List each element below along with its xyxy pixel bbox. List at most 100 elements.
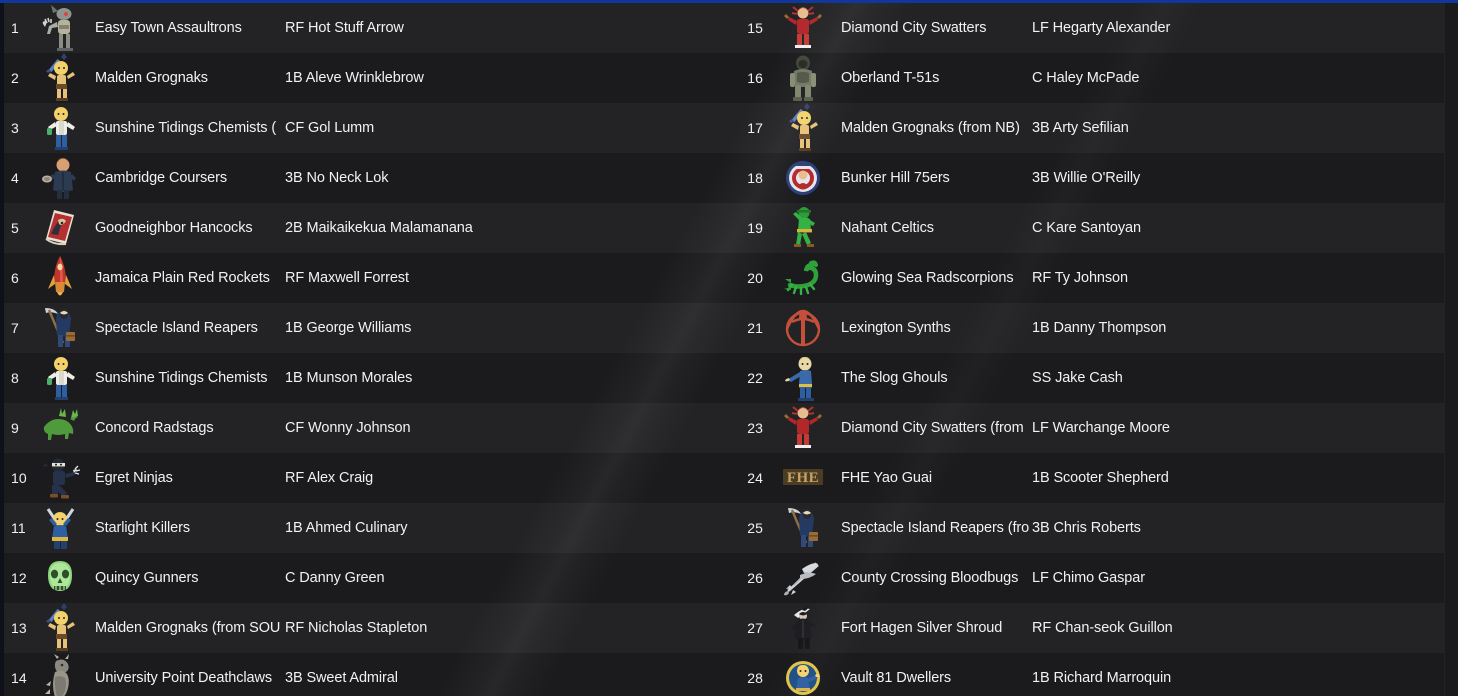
draft-pick-row[interactable]: 15 Diamond City Swatters LF Hegarty Alexa… <box>729 3 1458 53</box>
draft-pick-row[interactable]: 24 FHE FHE Yao Guai 1B Scooter Shepherd <box>729 453 1458 503</box>
player-name[interactable]: 1B Munson Morales <box>285 370 413 386</box>
player-name[interactable]: 3B Willie O'Reilly <box>1032 170 1141 186</box>
draft-pick-row[interactable]: 23 Diamond City Swatters (from LF Warchan… <box>729 403 1458 453</box>
team-name[interactable]: Malden Grognaks <box>95 70 208 86</box>
player-name[interactable]: RF Hot Stuff Arrow <box>285 20 404 36</box>
player-name[interactable]: 3B Arty Sefilian <box>1032 120 1129 136</box>
draft-pick-row[interactable]: 22 The Slog Ghouls SS Jake Cash <box>729 353 1458 403</box>
player-name[interactable]: RF Nicholas Stapleton <box>285 620 428 636</box>
player-name[interactable]: LF Chimo Gaspar <box>1032 570 1145 586</box>
team-name[interactable]: Spectacle Island Reapers (fro <box>841 520 1030 536</box>
player-name[interactable]: 1B Richard Marroquin <box>1032 670 1172 686</box>
team-name[interactable]: Spectacle Island Reapers <box>95 320 258 336</box>
player-name[interactable]: C Danny Green <box>285 570 385 586</box>
team-name[interactable]: County Crossing Bloodbugs <box>841 570 1019 586</box>
draft-pick-row[interactable]: 18 Bunker Hill 75ers 3B Willie O'Reilly <box>729 153 1458 203</box>
team-name[interactable]: Diamond City Swatters (from <box>841 420 1024 436</box>
team-name[interactable]: The Slog Ghouls <box>841 370 948 386</box>
player-name[interactable]: 1B Ahmed Culinary <box>285 520 408 536</box>
draft-pick-row[interactable]: 10 Egret Ninjas RF Alex Craig <box>0 453 729 503</box>
draft-pick-row[interactable]: 25 Spectacle Island Reapers (fro 3B Chris… <box>729 503 1458 553</box>
draft-pick-row[interactable]: 12 Quincy Gunners C Danny Green <box>0 553 729 603</box>
player-name[interactable]: CF Gol Lumm <box>285 120 375 136</box>
draft-pick-row[interactable]: 16 Oberland T-51s C Haley McPade <box>729 53 1458 103</box>
radstag-deer-icon <box>30 403 90 453</box>
player-name[interactable]: RF Ty Johnson <box>1032 270 1128 286</box>
player-name[interactable]: C Haley McPade <box>1032 70 1140 86</box>
draft-pick-row[interactable]: 19 Nahant Celtics C Kare Santoyan <box>729 203 1458 253</box>
draft-pick-row[interactable]: 1 Easy Town Assaultrons RF Hot Stuff Arro… <box>0 3 729 53</box>
team-name[interactable]: Diamond City Swatters <box>841 20 987 36</box>
svg-text:FHE: FHE <box>787 470 819 486</box>
team-name[interactable]: Cambridge Coursers <box>95 170 227 186</box>
team-name[interactable]: Goodneighbor Hancocks <box>95 220 253 236</box>
draft-pick-row[interactable]: 9 Concord Radstags CF Wonny Johnson <box>0 403 729 453</box>
draft-pick-row[interactable]: 13 Malden Grognaks (from SOU RF Nicholas … <box>0 603 729 653</box>
draft-pick-row[interactable]: 8 Sunshine Tidings Chemists 1B Munson Mor… <box>0 353 729 403</box>
power-armor-t51-icon <box>771 53 835 103</box>
player-name[interactable]: 1B George Williams <box>285 320 412 336</box>
team-name[interactable]: Jamaica Plain Red Rockets <box>95 270 270 286</box>
pick-number: 4 <box>11 170 19 186</box>
draft-pick-row[interactable]: 3 Sunshine Tidings Chemists (CF Gol Lumm <box>0 103 729 153</box>
player-name[interactable]: LF Warchange Moore <box>1032 420 1170 436</box>
team-name[interactable]: Easy Town Assaultrons <box>95 20 242 36</box>
team-name[interactable]: Nahant Celtics <box>841 220 934 236</box>
team-name[interactable]: Fort Hagen Silver Shroud <box>841 620 1003 636</box>
draft-pick-row[interactable]: 7 Spectacle Island Reapers 1B George Will… <box>0 303 729 353</box>
team-name[interactable]: FHE Yao Guai <box>841 470 932 486</box>
draft-pick-row[interactable]: 21 Lexington Synths 1B Danny Thompson <box>729 303 1458 353</box>
player-name[interactable]: CF Wonny Johnson <box>285 420 411 436</box>
draft-pick-row[interactable]: 5 Goodneighbor Hancocks 2B Maikaikekua Ma… <box>0 203 729 253</box>
player-name[interactable]: LF Hegarty Alexander <box>1032 20 1171 36</box>
player-name[interactable]: RF Chan-seok Guillon <box>1032 620 1173 636</box>
player-name[interactable]: C Kare Santoyan <box>1032 220 1141 236</box>
left-edge-border <box>0 3 4 696</box>
draft-pick-row[interactable]: 14 University Point Deathclaws 3B Sweet A… <box>0 653 729 696</box>
draft-pick-row[interactable]: 2 Malden Grognaks 1B Aleve Wrinklebrow <box>0 53 729 103</box>
player-name[interactable]: 3B Chris Roberts <box>1032 520 1141 536</box>
player-name[interactable]: 3B Sweet Admiral <box>285 670 398 686</box>
player-name[interactable]: SS Jake Cash <box>1032 370 1123 386</box>
team-name[interactable]: Vault 81 Dwellers <box>841 670 952 686</box>
right-column: 15 Diamond City Swatters LF Hegarty Alexa… <box>729 3 1458 696</box>
player-name[interactable]: 1B Scooter Shepherd <box>1032 470 1169 486</box>
player-name[interactable]: 1B Danny Thompson <box>1032 320 1167 336</box>
grognak-barbarian-icon <box>30 603 90 653</box>
draft-pick-row[interactable]: 11 Starlight Killers 1B Ahmed Culinary <box>0 503 729 553</box>
team-name[interactable]: Glowing Sea Radscorpions <box>841 270 1014 286</box>
team-name[interactable]: Egret Ninjas <box>95 470 173 486</box>
player-name[interactable]: 2B Maikaikekua Malamanana <box>285 220 473 236</box>
pick-number: 2 <box>11 70 19 86</box>
team-name[interactable]: Bunker Hill 75ers <box>841 170 950 186</box>
team-name[interactable]: Sunshine Tidings Chemists ( <box>95 120 277 136</box>
draft-pick-row[interactable]: 17 Malden Grognaks (from NB) 3B Arty Sefi… <box>729 103 1458 153</box>
draft-pick-row[interactable]: 20 Glowing Sea Radscorpions RF Ty Johnson <box>729 253 1458 303</box>
team-name[interactable]: Malden Grognaks (from NB) <box>841 120 1020 136</box>
player-name[interactable]: 3B No Neck Lok <box>285 170 389 186</box>
draft-pick-row[interactable]: 26 County Crossing Bloodbugs LF Chimo Gas… <box>729 553 1458 603</box>
player-name[interactable]: RF Alex Craig <box>285 470 374 486</box>
killer-knives-vaultboy-icon <box>30 503 90 553</box>
team-name[interactable]: Malden Grognaks (from SOU <box>95 620 281 636</box>
draft-pick-row[interactable]: 4 Cambridge Coursers 3B No Neck Lok <box>0 153 729 203</box>
pick-number: 25 <box>747 520 763 536</box>
gunner-skull-icon <box>30 553 90 603</box>
team-name[interactable]: Oberland T-51s <box>841 70 940 86</box>
team-name[interactable]: Lexington Synths <box>841 320 951 336</box>
team-name[interactable]: Concord Radstags <box>95 420 214 436</box>
player-name[interactable]: RF Maxwell Forrest <box>285 270 409 286</box>
pick-number: 27 <box>747 620 763 636</box>
team-name[interactable]: University Point Deathclaws <box>95 670 273 686</box>
draft-pick-row[interactable]: 28 Vault 81 Dwellers 1B Richard Marroquin <box>729 653 1458 696</box>
pick-number: 16 <box>747 70 763 86</box>
pick-number: 11 <box>11 520 26 536</box>
player-name[interactable]: 1B Aleve Wrinklebrow <box>285 70 424 86</box>
team-name[interactable]: Quincy Gunners <box>95 570 199 586</box>
team-name[interactable]: Sunshine Tidings Chemists <box>95 370 268 386</box>
pick-number: 22 <box>747 370 763 386</box>
team-name[interactable]: Starlight Killers <box>95 520 190 536</box>
top-accent-bar <box>0 0 1458 3</box>
draft-pick-row[interactable]: 27 Fort Hagen Silver Shroud RF Chan-seok … <box>729 603 1458 653</box>
draft-pick-row[interactable]: 6 Jamaica Plain Red Rockets RF Maxwell Fo… <box>0 253 729 303</box>
